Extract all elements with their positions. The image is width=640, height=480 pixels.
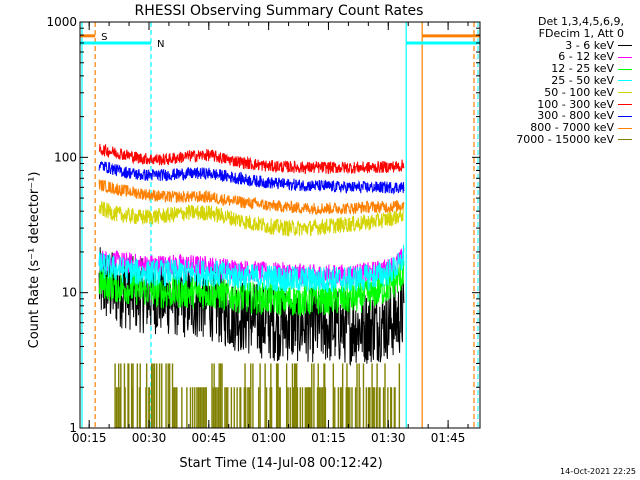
legend-swatch <box>618 92 632 94</box>
series-4-line <box>98 201 405 237</box>
series-5-line <box>99 143 405 175</box>
legend-label: 800 - 7000 keV <box>530 121 614 135</box>
x-tick-label: 01:00 <box>251 431 286 445</box>
x-tick-label: 00:30 <box>132 431 167 445</box>
legend-label: 12 - 25 keV <box>551 62 614 76</box>
legend-header-line-2: FDecim 1, Att 0 <box>538 26 624 40</box>
legend-item: 25 - 50 keV <box>486 75 632 87</box>
plot-frame <box>79 21 481 429</box>
y-tick-label: 1 <box>69 421 77 435</box>
series-7-line <box>98 179 405 216</box>
legend-label: 3 - 6 keV <box>565 38 614 52</box>
legend: Det 1,3,4,5,6,9, FDecim 1, Att 0 3 - 6 k… <box>486 16 632 146</box>
legend-item: 12 - 25 keV <box>486 63 632 75</box>
legend-swatch <box>618 56 632 58</box>
flag-label-n: N <box>157 39 164 50</box>
chart-title: RHESSI Observing Summary Count Rates <box>135 3 424 19</box>
legend-header-line-1: Det 1,3,4,5,6,9, <box>537 15 624 28</box>
series-6-line <box>98 161 405 195</box>
series-3-line <box>98 244 405 294</box>
plot-area: SN <box>80 22 480 428</box>
flag-label-s: S <box>101 32 107 43</box>
legend-item: 300 - 800 keV <box>486 110 632 122</box>
x-tick-label: 00:45 <box>192 431 227 445</box>
series-1-line <box>98 248 405 287</box>
y-tick-label: 10 <box>62 286 77 300</box>
legend-swatch <box>618 127 632 129</box>
y-tick-label: 100 <box>54 150 77 164</box>
series-4 <box>98 201 405 237</box>
y-axis-label: Count Rate (s⁻¹ detector⁻¹) <box>27 172 42 349</box>
legend-swatch <box>618 139 632 141</box>
legend-label: 100 - 300 keV <box>537 97 614 111</box>
series-8 <box>114 363 401 428</box>
x-tick-label: 01:15 <box>311 431 346 445</box>
legend-item: 7000 - 15000 keV <box>486 134 632 146</box>
legend-label: 300 - 800 keV <box>537 109 614 123</box>
legend-item: 100 - 300 keV <box>486 97 632 111</box>
series-3 <box>98 244 405 294</box>
x-axis-label: Start Time (14-Jul-08 00:12:42) <box>179 456 382 471</box>
series-0-line <box>98 247 405 367</box>
legend-label: 50 - 100 keV <box>544 85 614 99</box>
series-1 <box>98 248 405 287</box>
series-5 <box>99 143 405 175</box>
legend-swatch <box>618 80 632 82</box>
legend-item: 50 - 100 keV <box>486 85 632 99</box>
x-tick-label: 00:15 <box>72 431 107 445</box>
legend-label: 25 - 50 keV <box>551 73 614 87</box>
axes: 1 10 100 1000 00:15 00:30 00:45 01:00 01:15 01:30… <box>46 15 481 445</box>
legend-label: 6 - 12 keV <box>558 50 614 64</box>
series-7 <box>98 179 405 216</box>
series-6 <box>98 161 405 195</box>
series-0 <box>98 247 405 367</box>
legend-item: 3 - 6 keV <box>486 38 632 52</box>
legend-swatch <box>618 103 632 105</box>
x-tick-label: 01:45 <box>431 431 466 445</box>
x-tick-label: 01:30 <box>371 431 406 445</box>
legend-item: 800 - 7000 keV <box>486 122 632 134</box>
legend-label: 7000 - 15000 keV <box>516 132 614 146</box>
timestamp: 14-Oct-2021 22:25 <box>560 467 636 476</box>
legend-swatch <box>618 115 632 117</box>
legend-swatch <box>618 44 632 46</box>
legend-item: 6 - 12 keV <box>486 51 632 63</box>
legend-swatch <box>618 68 632 70</box>
y-tick-label: 1000 <box>46 15 77 29</box>
